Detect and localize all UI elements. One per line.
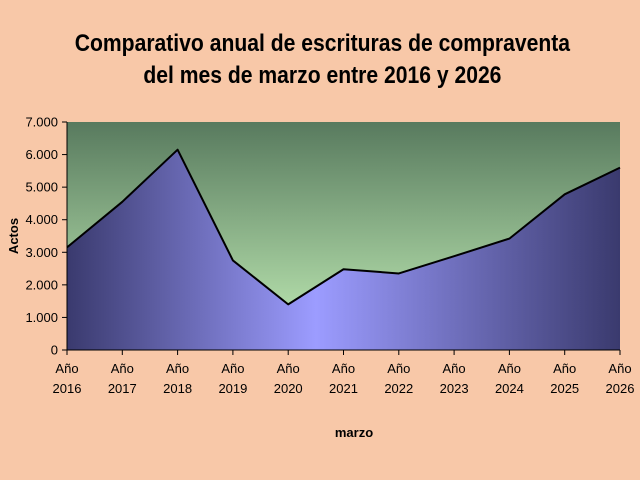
x-tick-label: Año xyxy=(166,361,189,376)
x-axis-title: marzo xyxy=(335,425,373,440)
x-tick-label: 2017 xyxy=(108,381,137,396)
x-tick-label: 2020 xyxy=(274,381,303,396)
y-tick-label: 4.000 xyxy=(25,212,58,227)
y-tick-label: 3.000 xyxy=(25,245,58,260)
y-tick-label: 1.000 xyxy=(25,310,58,325)
y-axis-title: Actos xyxy=(6,218,21,254)
y-axis-ticks: 0 1.000 2.000 3.000 4.000 5.000 6.000 7.000 xyxy=(25,115,67,358)
series-line xyxy=(66,148,621,306)
x-tick-label: 2024 xyxy=(495,381,524,396)
x-tick-label: Año xyxy=(608,361,631,376)
x-tick-label: 2021 xyxy=(329,381,358,396)
x-tick-label: Año xyxy=(332,361,355,376)
y-tick-label: 2.000 xyxy=(25,277,58,292)
y-tick-label: 6.000 xyxy=(25,147,58,162)
series-area xyxy=(67,149,620,350)
x-tick-label: Año xyxy=(55,361,78,376)
y-tick-label: 0 xyxy=(51,343,58,358)
x-tick-label: Año xyxy=(277,361,300,376)
x-tick-label: Año xyxy=(443,361,466,376)
x-tick-label: 2026 xyxy=(606,381,635,396)
x-tick-label: Año xyxy=(387,361,410,376)
x-tick-label: 2025 xyxy=(550,381,579,396)
y-tick-label: 7.000 xyxy=(25,115,58,130)
x-tick-label: Año xyxy=(221,361,244,376)
chart-title-line-1: Comparativo anual de escrituras de compr… xyxy=(74,30,571,57)
x-axis-ticks: Año 2016 Año 2017 Año 2018 Año 2019 Año 2020 Año 20… xyxy=(53,350,635,396)
x-tick-label: 2022 xyxy=(384,381,413,396)
x-tick-label: Año xyxy=(498,361,521,376)
x-tick-label: 2016 xyxy=(53,381,82,396)
y-tick-label: 5.000 xyxy=(25,180,58,195)
chart-title-line-2: del mes de marzo entre 2016 y 2026 xyxy=(143,62,502,89)
x-tick-label: Año xyxy=(111,361,134,376)
x-tick-label: 2023 xyxy=(440,381,469,396)
x-tick-label: 2018 xyxy=(163,381,192,396)
x-tick-label: Año xyxy=(553,361,576,376)
x-tick-label: 2019 xyxy=(218,381,247,396)
